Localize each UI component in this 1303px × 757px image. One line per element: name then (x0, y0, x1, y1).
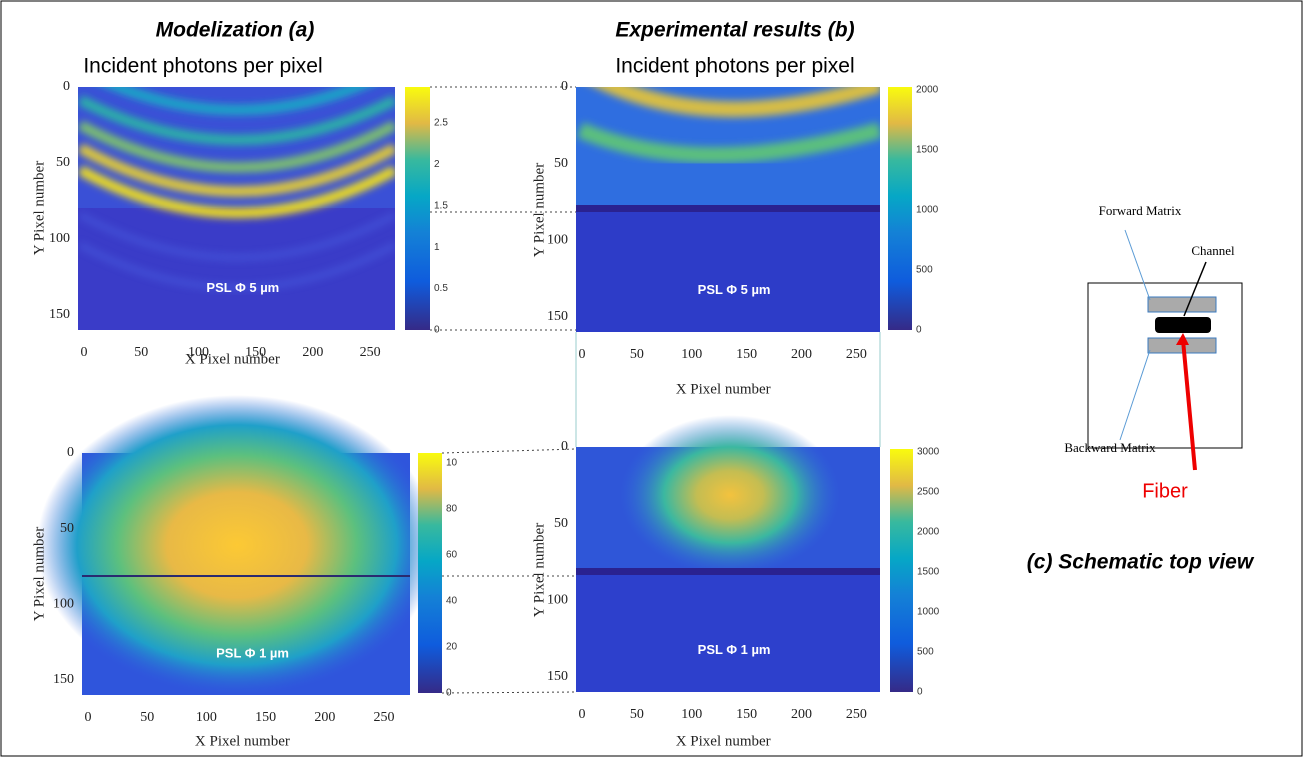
y-axis-label: Y Pixel number (31, 527, 47, 621)
y-tick-label: 0 (561, 439, 568, 454)
colorbar-tick-label: 0 (916, 325, 922, 336)
y-tick-label: 0 (561, 79, 568, 94)
column-subtitle: Incident photons per pixel (615, 55, 854, 78)
x-axis-label: X Pixel number (676, 381, 771, 397)
y-tick-label: 100 (53, 596, 74, 611)
caption: (c) Schematic top view (1027, 551, 1255, 574)
colorbar (418, 453, 442, 693)
x-tick-label: 250 (846, 707, 867, 722)
y-tick-label: 150 (49, 307, 70, 322)
colorbar-tick-label: 3000 (917, 447, 940, 458)
schematic-label: Forward Matrix (1099, 203, 1182, 218)
x-tick-label: 0 (85, 710, 92, 725)
y-tick-label: 50 (60, 521, 74, 536)
y-tick-label: 150 (547, 309, 568, 324)
schematic-label: Fiber (1142, 480, 1188, 502)
colorbar (888, 87, 912, 330)
y-tick-label: 0 (63, 79, 70, 94)
annotation: PSL Φ 5 µm (206, 280, 279, 295)
colorbar-tick-label: 2 (434, 159, 440, 170)
x-axis-label: X Pixel number (676, 733, 771, 749)
colorbar-tick-label: 0 (446, 688, 452, 699)
x-tick-label: 250 (846, 347, 867, 362)
x-tick-label: 250 (374, 710, 395, 725)
x-tick-label: 200 (302, 345, 323, 360)
x-tick-label: 100 (196, 710, 217, 725)
colorbar-tick-label: 2000 (916, 85, 939, 96)
colorbar-tick-label: 2500 (917, 487, 940, 498)
heatmap (37, 395, 437, 695)
colorbar-tick-label: 40 (446, 596, 458, 607)
colorbar-tick-label: 0 (434, 325, 440, 336)
y-axis-label: Y Pixel number (531, 163, 547, 257)
x-tick-label: 0 (579, 707, 586, 722)
y-tick-label: 50 (554, 156, 568, 171)
column-header: Experimental results (b) (615, 19, 854, 42)
x-tick-label: 150 (736, 707, 757, 722)
x-tick-label: 50 (630, 707, 644, 722)
x-tick-label: 0 (579, 347, 586, 362)
x-tick-label: 50 (140, 710, 154, 725)
x-tick-label: 250 (360, 345, 381, 360)
annotation: PSL Φ 5 µm (698, 282, 771, 297)
heatmap (576, 87, 880, 332)
colorbar-tick-label: 0.5 (434, 283, 448, 294)
y-tick-label: 100 (547, 232, 568, 247)
colorbar-tick-label: 500 (917, 647, 934, 658)
colorbar-tick-label: 10 (446, 458, 458, 469)
colorbar-tick-label: 20 (446, 642, 458, 653)
colorbar-tick-label: 60 (446, 550, 458, 561)
x-tick-label: 50 (630, 347, 644, 362)
colorbar-tick-label: 2000 (917, 527, 940, 538)
x-tick-label: 150 (245, 345, 266, 360)
colorbar-tick-label: 1500 (916, 145, 939, 156)
colorbar-tick-label: 0 (917, 687, 923, 698)
column-subtitle: Incident photons per pixel (83, 55, 322, 78)
column-header: Modelization (a) (156, 19, 315, 42)
x-tick-label: 100 (681, 347, 702, 362)
connectors (430, 86, 577, 694)
colorbar-tick-label: 500 (916, 265, 933, 276)
colorbar-tick-label: 1000 (917, 607, 940, 618)
annotation: PSL Φ 1 µm (698, 642, 771, 657)
y-tick-label: 100 (547, 592, 568, 607)
heatmap (78, 87, 395, 330)
y-tick-label: 0 (67, 445, 74, 460)
x-tick-label: 150 (736, 347, 757, 362)
x-tick-label: 200 (791, 707, 812, 722)
annotation: PSL Φ 1 µm (216, 645, 289, 660)
x-tick-label: 200 (791, 347, 812, 362)
colorbar-tick-label: 2.5 (434, 118, 448, 129)
x-tick-label: 150 (255, 710, 276, 725)
colorbar (890, 449, 913, 692)
x-axis-label: X Pixel number (195, 733, 290, 749)
x-axis-label: X Pixel number (185, 351, 280, 367)
x-tick-label: 100 (188, 345, 209, 360)
y-tick-label: 50 (554, 516, 568, 531)
y-tick-label: 150 (53, 672, 74, 687)
schematic-label: Backward Matrix (1064, 440, 1156, 455)
y-tick-label: 50 (56, 155, 70, 170)
colorbar-tick-label: 1000 (916, 205, 939, 216)
y-tick-label: 150 (547, 669, 568, 684)
x-tick-label: 0 (81, 345, 88, 360)
x-tick-label: 200 (314, 710, 335, 725)
x-tick-label: 50 (134, 345, 148, 360)
y-tick-label: 100 (49, 231, 70, 246)
heatmap (576, 415, 880, 692)
y-axis-label: Y Pixel number (31, 161, 47, 255)
colorbar-tick-label: 1.5 (434, 200, 448, 211)
colorbar-tick-label: 1 (434, 242, 440, 253)
colorbar-tick-label: 1500 (917, 567, 940, 578)
colorbar-tick-label: 80 (446, 504, 458, 515)
schematic-label: Channel (1191, 243, 1235, 258)
schematic (1087, 229, 1243, 471)
y-axis-label: Y Pixel number (531, 523, 547, 617)
colorbar (405, 87, 430, 330)
x-tick-label: 100 (681, 707, 702, 722)
